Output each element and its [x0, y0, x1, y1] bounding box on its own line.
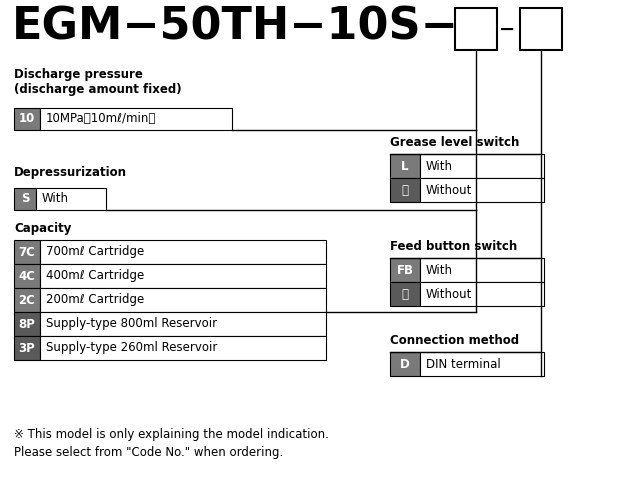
Text: EGM−50TH−10S−: EGM−50TH−10S−	[12, 5, 459, 48]
Bar	[390, 154, 420, 178]
Bar	[14, 288, 40, 312]
Bar	[14, 312, 40, 336]
Bar	[40, 240, 326, 264]
Bar	[40, 108, 232, 130]
Text: 無: 無	[401, 184, 408, 196]
Text: 200mℓ Cartridge: 200mℓ Cartridge	[46, 294, 144, 307]
Text: 700mℓ Cartridge: 700mℓ Cartridge	[46, 246, 144, 258]
Bar	[390, 178, 420, 202]
Bar	[36, 188, 106, 210]
Text: D: D	[400, 358, 410, 370]
Text: 400mℓ Cartridge: 400mℓ Cartridge	[46, 270, 144, 282]
Bar	[14, 188, 36, 210]
Bar	[390, 352, 420, 376]
Bar	[14, 108, 40, 130]
Text: 3P: 3P	[19, 341, 35, 355]
Text: S: S	[21, 192, 30, 206]
Bar	[520, 8, 562, 50]
Text: Discharge pressure
(discharge amount fixed): Discharge pressure (discharge amount fix…	[14, 68, 182, 96]
Bar	[40, 264, 326, 288]
Bar	[390, 258, 420, 282]
Text: 無: 無	[401, 287, 408, 301]
Bar	[40, 288, 326, 312]
Text: ※ This model is only explaining the model indication.
Please select from "Code N: ※ This model is only explaining the mode…	[14, 428, 329, 459]
Text: 7C: 7C	[19, 246, 35, 258]
Text: FB: FB	[397, 264, 413, 277]
Bar	[14, 264, 40, 288]
Text: Without: Without	[426, 287, 473, 301]
Text: 10: 10	[19, 113, 35, 125]
Text: With: With	[426, 264, 453, 277]
Bar	[390, 282, 420, 306]
Text: Capacity: Capacity	[14, 222, 71, 235]
Text: Feed button switch: Feed button switch	[390, 240, 517, 253]
Text: 2C: 2C	[19, 294, 35, 307]
Text: Depressurization: Depressurization	[14, 166, 127, 179]
Text: With: With	[426, 159, 453, 173]
Text: −: −	[499, 20, 515, 38]
Bar	[420, 154, 544, 178]
Bar	[40, 336, 326, 360]
Bar	[420, 178, 544, 202]
Text: 8P: 8P	[19, 317, 35, 331]
Bar	[40, 312, 326, 336]
Text: Supply-type 260ml Reservoir: Supply-type 260ml Reservoir	[46, 341, 218, 355]
Text: Supply-type 800ml Reservoir: Supply-type 800ml Reservoir	[46, 317, 217, 331]
Bar	[420, 352, 544, 376]
Text: 10MPa（10mℓ/min）: 10MPa（10mℓ/min）	[46, 113, 157, 125]
Text: Grease level switch: Grease level switch	[390, 136, 519, 149]
Text: DIN terminal: DIN terminal	[426, 358, 501, 370]
Bar	[455, 8, 497, 50]
Text: With: With	[42, 192, 69, 206]
Text: Connection method: Connection method	[390, 334, 519, 347]
Text: Without: Without	[426, 184, 473, 196]
Bar	[14, 240, 40, 264]
Bar	[420, 282, 544, 306]
Bar	[14, 336, 40, 360]
Bar	[420, 258, 544, 282]
Text: 4C: 4C	[19, 270, 35, 282]
Text: L: L	[401, 159, 409, 173]
